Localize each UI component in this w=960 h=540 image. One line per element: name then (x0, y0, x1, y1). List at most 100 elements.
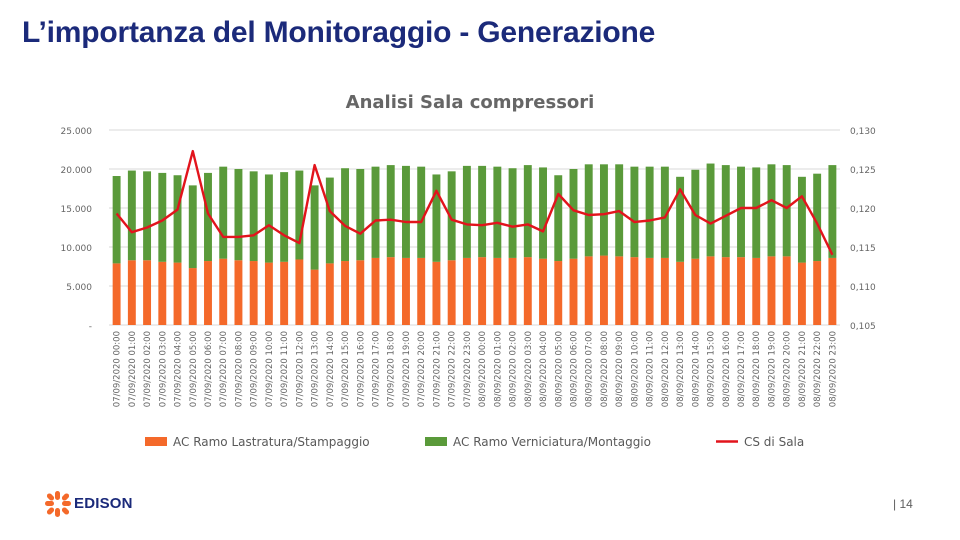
x-tick-label: 08/09/2020 10:00 (630, 331, 640, 407)
bar-lastratura (127, 260, 136, 325)
x-tick-label: 07/09/2020 09:00 (250, 331, 260, 407)
bar-lastratura (737, 257, 745, 325)
x-tick-label: 07/09/2020 15:00 (341, 331, 351, 407)
bar-lastratura (828, 257, 837, 325)
x-tick-label: 08/09/2020 08:00 (600, 331, 610, 407)
x-tick-label: 08/09/2020 22:00 (813, 331, 823, 407)
bar-lastratura (341, 261, 350, 325)
x-tick-label: 08/09/2020 21:00 (798, 331, 808, 407)
bar-lastratura (797, 262, 806, 325)
bar-lastratura (569, 258, 578, 325)
bar-verniciatura (310, 185, 319, 270)
bar-verniciatura (402, 165, 410, 258)
y-left-tick-label: 10.000 (61, 244, 93, 254)
bar-verniciatura (264, 174, 273, 263)
bar-lastratura (158, 261, 167, 325)
x-tick-label: 07/09/2020 08:00 (234, 331, 244, 407)
bar-verniciatura (554, 175, 563, 262)
axis-labels: - 0,105 5.000 0,110 10.000 0,115 15.000 0,120 20… (61, 127, 877, 407)
bar-lastratura (584, 256, 593, 325)
bar-verniciatura (569, 169, 578, 259)
bar-lastratura (295, 259, 304, 325)
x-tick-label: 07/09/2020 22:00 (448, 331, 458, 407)
bar-verniciatura (280, 172, 289, 262)
page-number: | 14 (893, 497, 913, 511)
x-tick-label: 08/09/2020 23:00 (828, 331, 838, 407)
x-tick-label: 08/09/2020 04:00 (539, 331, 549, 407)
bar-lastratura (204, 261, 212, 325)
bar-lastratura (539, 258, 547, 325)
legend-label: AC Ramo Verniciatura/Montaggio (453, 435, 651, 449)
bar-verniciatura (676, 176, 685, 262)
x-tick-label: 07/09/2020 16:00 (356, 331, 366, 407)
bar-verniciatura (447, 171, 456, 261)
bar-lastratura (356, 260, 365, 325)
legend-label: AC Ramo Lastratura/Stampaggio (173, 435, 370, 449)
x-tick-label: 07/09/2020 04:00 (174, 331, 184, 407)
bar-verniciatura (173, 175, 182, 263)
bar-verniciatura (234, 169, 243, 261)
x-tick-label: 07/09/2020 19:00 (402, 331, 412, 407)
bar-verniciatura (539, 167, 547, 259)
bar-lastratura (402, 257, 410, 325)
bar-lastratura (188, 268, 197, 325)
bar-verniciatura (432, 174, 441, 262)
x-tick-label: 08/09/2020 16:00 (722, 331, 732, 407)
bar-verniciatura (417, 166, 426, 258)
bar-verniciatura (325, 177, 334, 264)
line-cs-di-sala (115, 149, 834, 256)
y-left-tick-label: 25.000 (61, 127, 93, 137)
bar-verniciatura (356, 169, 365, 261)
bar-verniciatura (797, 176, 806, 263)
bar-verniciatura (599, 164, 608, 256)
bar-verniciatura (706, 163, 715, 257)
chart-title: Analisi Sala compressori (346, 92, 595, 113)
x-tick-label: 07/09/2020 03:00 (158, 331, 168, 407)
bar-verniciatura (188, 185, 197, 269)
bar-verniciatura (371, 166, 380, 258)
bar-lastratura (554, 261, 563, 325)
bar-verniciatura (158, 172, 167, 262)
bar-verniciatura (249, 171, 258, 262)
x-tick-label: 07/09/2020 00:00 (113, 331, 123, 407)
y-left-tick-label: 20.000 (61, 166, 93, 176)
bar-verniciatura (127, 170, 136, 261)
y-right-tick-label: 0,115 (850, 244, 876, 254)
x-tick-label: 07/09/2020 10:00 (265, 331, 275, 407)
x-tick-label: 07/09/2020 18:00 (387, 331, 397, 407)
x-tick-label: 08/09/2020 17:00 (737, 331, 747, 407)
bar-lastratura (219, 258, 228, 325)
y-left-tick-label: 5.000 (66, 283, 92, 293)
bar-lastratura (234, 260, 243, 325)
x-tick-label: 08/09/2020 03:00 (524, 331, 534, 407)
edison-logo-icon (45, 491, 71, 517)
bar-verniciatura (767, 164, 776, 257)
bar-lastratura (813, 261, 822, 325)
bar-lastratura (721, 257, 730, 325)
y-right-tick-label: 0,125 (850, 166, 876, 176)
bar-lastratura (143, 260, 152, 325)
bar-lastratura (615, 256, 624, 325)
x-tick-label: 07/09/2020 17:00 (372, 331, 382, 407)
edison-logo: EDISON (44, 489, 144, 519)
x-tick-label: 08/09/2020 13:00 (676, 331, 686, 407)
x-tick-label: 08/09/2020 00:00 (478, 331, 488, 407)
x-tick-label: 08/09/2020 15:00 (707, 331, 717, 407)
bar-lastratura (371, 257, 380, 325)
bar-lastratura (249, 261, 258, 325)
bar-verniciatura (721, 165, 730, 258)
bar-lastratura (676, 261, 685, 325)
y-right-tick-label: 0,130 (850, 127, 876, 137)
x-tick-label: 07/09/2020 01:00 (128, 331, 138, 407)
bar-lastratura (767, 256, 776, 325)
bar-lastratura (599, 255, 608, 325)
x-tick-label: 07/09/2020 20:00 (417, 331, 427, 407)
bar-lastratura (386, 257, 395, 325)
legend-swatch (145, 437, 167, 446)
x-tick-label: 08/09/2020 06:00 (569, 331, 579, 407)
bar-verniciatura (752, 167, 761, 258)
bar-lastratura (782, 256, 791, 325)
x-tick-label: 08/09/2020 07:00 (585, 331, 595, 407)
x-tick-label: 07/09/2020 14:00 (326, 331, 336, 407)
bar-lastratura (432, 261, 441, 325)
